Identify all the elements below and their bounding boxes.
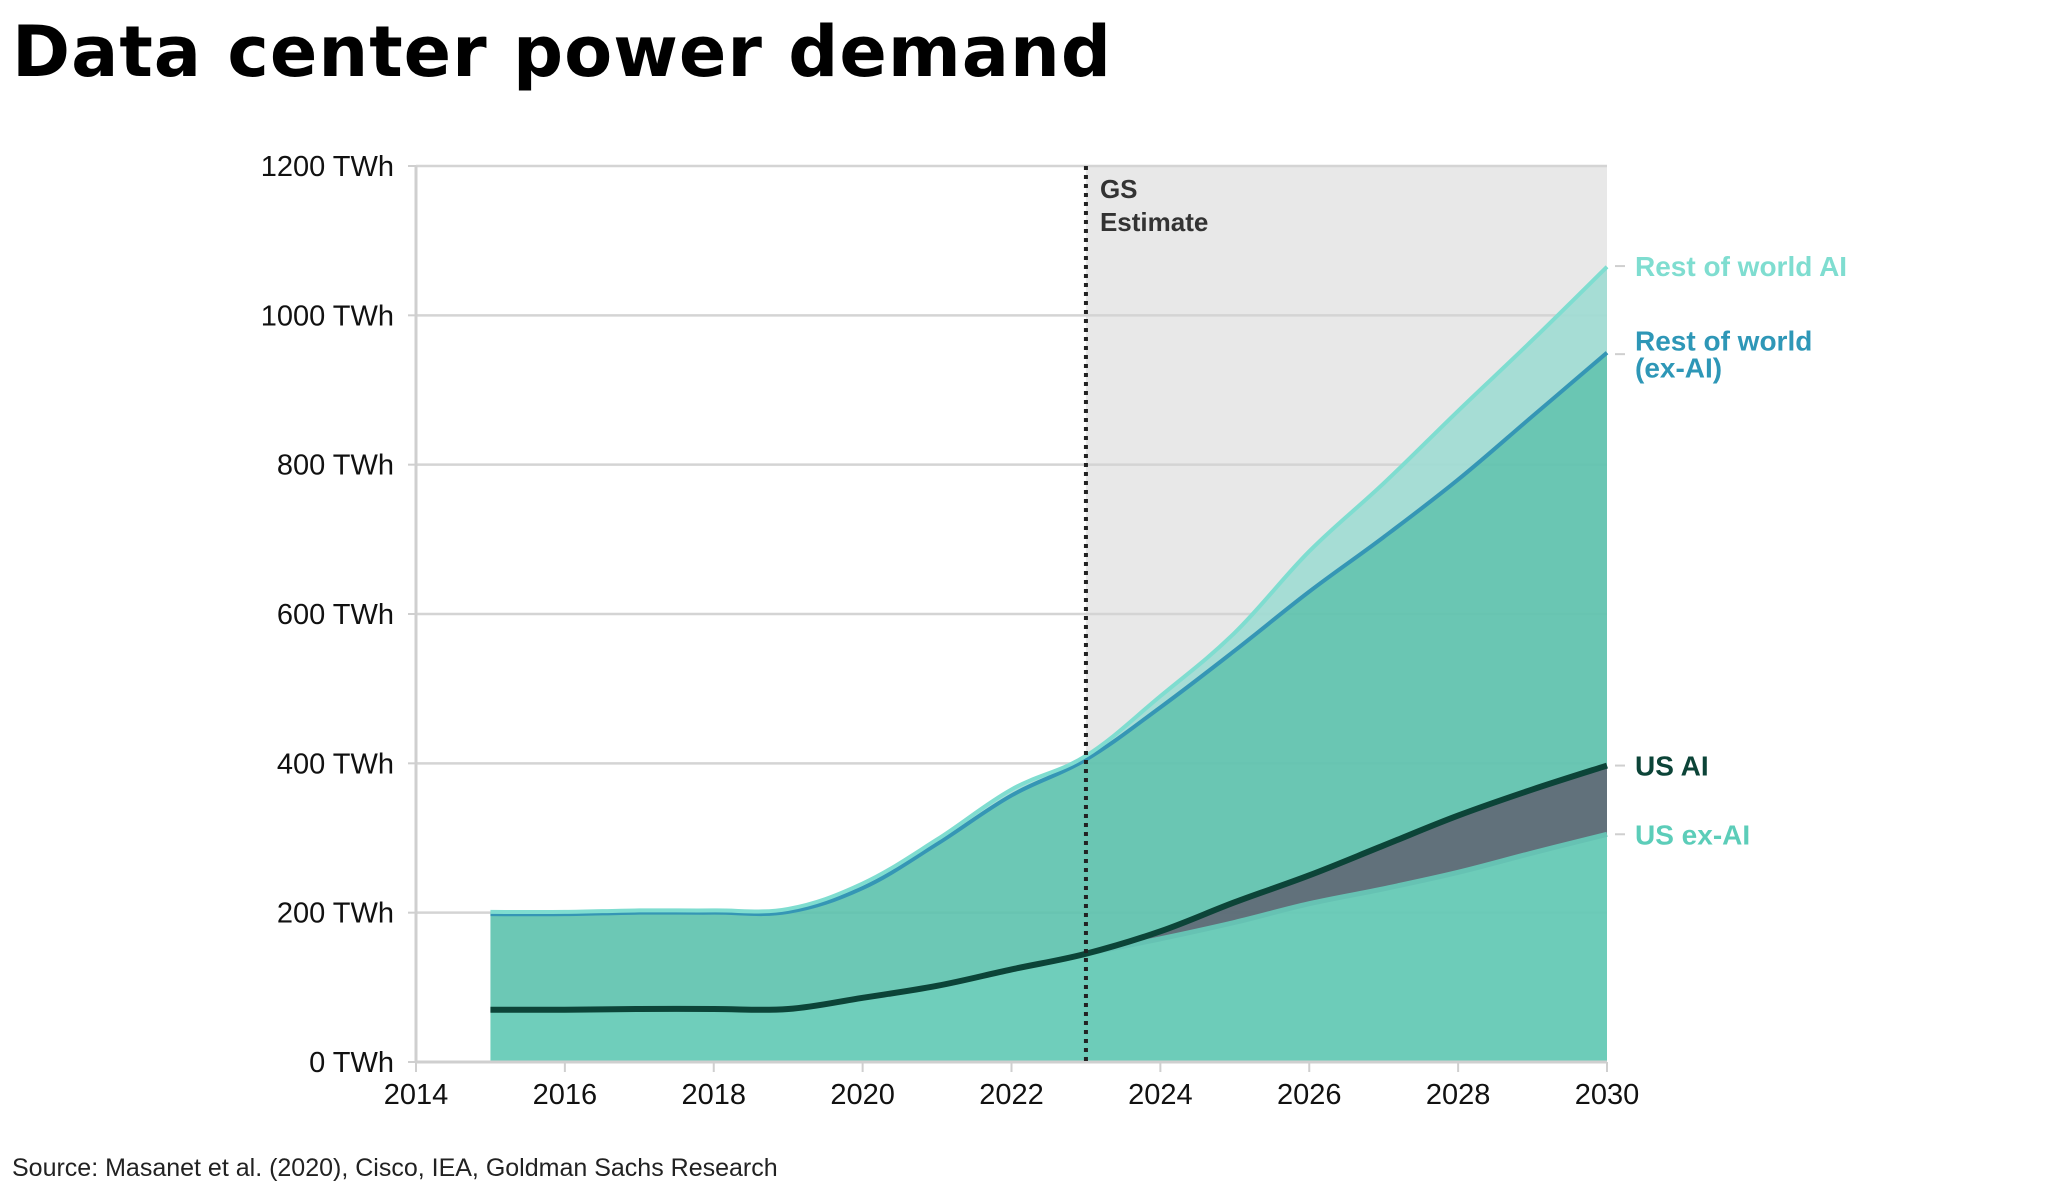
y-tick-label: 200 TWh — [277, 898, 394, 930]
y-tick-label: 0 TWh — [309, 1047, 394, 1079]
x-tick-label: 2022 — [979, 1079, 1044, 1111]
annotation-line: Estimate — [1100, 207, 1208, 237]
rest-of-world-ai-line — [490, 265, 1609, 915]
series-label: (ex-AI) — [1635, 353, 1722, 384]
y-tick-labels: 0 TWh 200 TWh 400 TWh 600 TWh 800 TWh 1000 TW… — [261, 151, 416, 1079]
source-note: Source: Masanet et al. (2020), Cisco, IE… — [12, 1154, 778, 1182]
y-tick-label: 800 TWh — [277, 450, 394, 482]
series-label: Rest of world AI — [1635, 251, 1847, 282]
y-tick-label: 600 TWh — [277, 599, 394, 631]
series-label: US ex-AI — [1635, 819, 1750, 850]
series-labels: Rest of world AI Rest of world(ex-AI) US A… — [1615, 251, 1847, 850]
series-lines — [490, 265, 1609, 1013]
y-tick-label: 1200 TWh — [261, 151, 394, 183]
y-tick-label: 1000 TWh — [261, 300, 394, 332]
x-tick-label: 2028 — [1426, 1079, 1491, 1111]
x-tick-label: 2026 — [1277, 1079, 1342, 1111]
y-tick-label: 400 TWh — [277, 748, 394, 780]
series-label: US AI — [1635, 751, 1709, 782]
series-label: Rest of world — [1635, 326, 1812, 357]
x-tick-labels: 2014 2016 2018 2020 2022 2024 2026 2028 2030 — [384, 1062, 1640, 1111]
x-tick-label: 2014 — [384, 1079, 449, 1111]
rest-of-world-ex-ai-line — [490, 351, 1609, 917]
rest-of-world-ex-ai-area — [490, 352, 1607, 1010]
us-ai-line — [490, 762, 1608, 1013]
x-tick-label: 2016 — [533, 1079, 598, 1111]
x-tick-label: 2018 — [681, 1079, 746, 1111]
x-tick-label: 2024 — [1128, 1079, 1193, 1111]
x-tick-label: 2020 — [830, 1079, 895, 1111]
chart-title: Data center power demand — [12, 11, 1112, 93]
annotation-line: GS — [1100, 174, 1138, 204]
us-ex-ai-area — [490, 834, 1607, 1062]
x-tick-label: 2030 — [1575, 1079, 1640, 1111]
